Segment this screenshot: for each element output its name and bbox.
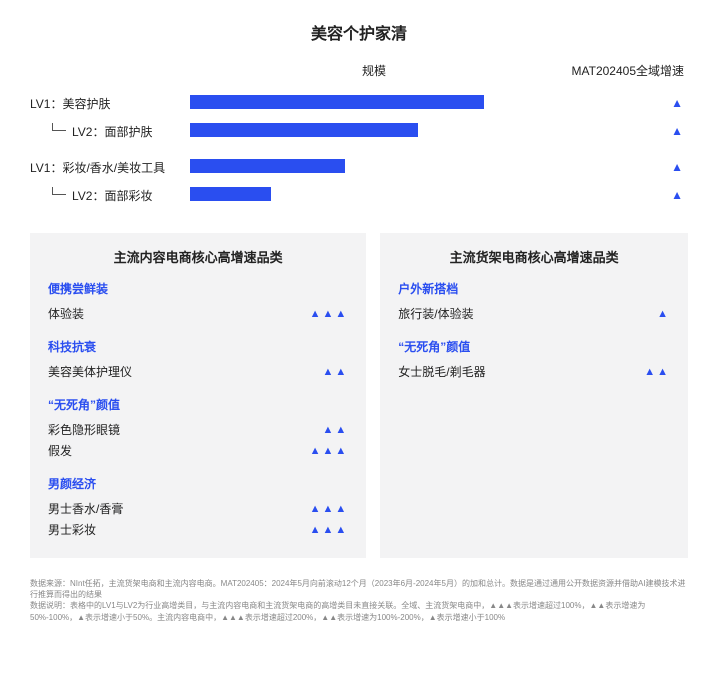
chart-row-label-text: LV1：彩妆/香水/美妆工具 (30, 159, 165, 176)
category-group-title: “无死角”颜值 (398, 338, 670, 355)
category-group: “无死角”颜值女士脱毛/剃毛器 ▲▲ (398, 338, 670, 382)
panel-right-title: 主流货架电商核心高增速品类 (398, 247, 670, 266)
chart-row: LV1：彩妆/香水/美妆工具 ▲ (30, 153, 688, 181)
growth-triangles-icon: ▲▲▲ (310, 524, 349, 536)
tree-connector-icon (52, 123, 66, 132)
category-group: 科技抗衰美容美体护理仪 ▲▲ (48, 338, 348, 382)
chart-row-bar (190, 123, 418, 137)
panel-right: 主流货架电商核心高增速品类 户外新搭档旅行装/体验装▲“无死角”颜值女士脱毛/剃… (380, 233, 688, 558)
chart-rows: LV1：美容护肤▲LV2：面部护肤▲LV1：彩妆/香水/美妆工具▲LV2：面部彩… (30, 89, 688, 209)
footnote-line: 数据来源：NInt任拓，主流货架电商和主流内容电商。MAT202405：2024… (30, 578, 688, 600)
category-item: 美容美体护理仪 ▲▲ (48, 361, 348, 382)
category-item: 男士彩妆 ▲▲▲ (48, 519, 348, 540)
chart-row-label: LV1：彩妆/香水/美妆工具 (30, 159, 190, 176)
growth-triangles-icon: ▲▲▲ (310, 445, 349, 457)
category-group-title: 男颜经济 (48, 475, 348, 492)
category-item: 体验装 ▲▲▲ (48, 303, 348, 324)
category-group-title: 户外新搭档 (398, 280, 670, 297)
chart-row-label: LV2：面部护肤 (30, 123, 190, 140)
category-item: 女士脱毛/剃毛器 ▲▲ (398, 361, 670, 382)
category-item-name: 体验装 (48, 305, 84, 322)
chart-row-label-text: LV1：美容护肤 (30, 95, 110, 112)
chart-row-bar-wrap (190, 123, 558, 139)
category-item-name: 彩色隐形眼镜 (48, 421, 120, 438)
chart-row-label-text: LV2：面部护肤 (72, 123, 152, 140)
chart-row: LV2：面部彩妆 ▲ (30, 181, 688, 209)
category-item-name: 女士脱毛/剃毛器 (398, 363, 485, 380)
chart-header-label-col (30, 62, 190, 79)
category-item: 假发 ▲▲▲ (48, 440, 348, 461)
panel-left: 主流内容电商核心高增速品类 便携尝鲜装体验装 ▲▲▲ 科技抗衰美容美体护理仪 ▲▲ “无… (30, 233, 366, 558)
chart-row-growth: ▲ (558, 124, 688, 138)
chart-row-growth: ▲ (558, 96, 688, 110)
growth-triangles-icon: ▲▲ (323, 424, 349, 436)
scale-chart: 规模 MAT202405全域增速 LV1：美容护肤▲LV2：面部护肤▲LV1：彩… (30, 62, 688, 209)
chart-row: LV2：面部护肤 ▲ (30, 117, 688, 145)
chart-row: LV1：美容护肤 ▲ (30, 89, 688, 117)
category-item: 男士香水/香膏 ▲▲▲ (48, 498, 348, 519)
growth-triangles-icon: ▲▲ (644, 366, 670, 378)
chart-row-label-text: LV2：面部彩妆 (72, 187, 152, 204)
growth-triangles-icon: ▲▲▲ (310, 503, 349, 515)
category-item-name: 男士彩妆 (48, 521, 96, 538)
footnotes: 数据来源：NInt任拓，主流货架电商和主流内容电商。MAT202405：2024… (30, 578, 688, 623)
tree-connector-icon (52, 187, 66, 196)
chart-header-scale: 规模 (190, 62, 558, 79)
category-item: 旅行装/体验装 ▲ (398, 303, 670, 324)
footnote-line: 数据说明：表格中的LV1与LV2为行业高增类目，与主流内容电商和主流货架电商的高… (30, 600, 688, 622)
chart-row-growth: ▲ (558, 160, 688, 174)
panels: 主流内容电商核心高增速品类 便携尝鲜装体验装▲▲▲科技抗衰美容美体护理仪▲▲“无… (30, 233, 688, 558)
chart-row-growth: ▲ (558, 188, 688, 202)
growth-triangles-icon: ▲▲ (323, 366, 349, 378)
category-group: 男颜经济男士香水/香膏 ▲▲▲ 男士彩妆 ▲▲▲ (48, 475, 348, 540)
chart-row-bar-wrap (190, 95, 558, 111)
chart-row-label: LV2：面部彩妆 (30, 187, 190, 204)
category-item-name: 美容美体护理仪 (48, 363, 132, 380)
growth-triangles-icon: ▲ (657, 308, 670, 320)
category-group-title: 科技抗衰 (48, 338, 348, 355)
panel-left-title: 主流内容电商核心高增速品类 (48, 247, 348, 266)
category-group-title: “无死角”颜值 (48, 396, 348, 413)
category-group: 便携尝鲜装体验装 ▲▲▲ (48, 280, 348, 324)
chart-header-growth: MAT202405全域增速 (558, 62, 688, 79)
chart-row-bar (190, 187, 271, 201)
category-group: “无死角”颜值彩色隐形眼镜 ▲▲ 假发 ▲▲▲ (48, 396, 348, 461)
category-group: 户外新搭档旅行装/体验装 ▲ (398, 280, 670, 324)
chart-row-bar (190, 95, 484, 109)
panel-right-groups: 户外新搭档旅行装/体验装 ▲ “无死角”颜值女士脱毛/剃毛器 ▲▲ (398, 280, 670, 382)
chart-row-bar-wrap (190, 159, 558, 175)
growth-triangles-icon: ▲▲▲ (310, 308, 349, 320)
category-item-name: 假发 (48, 442, 72, 459)
category-item-name: 男士香水/香膏 (48, 500, 123, 517)
page-title: 美容个护家清 (30, 20, 688, 44)
chart-row-bar-wrap (190, 187, 558, 203)
chart-row-label: LV1：美容护肤 (30, 95, 190, 112)
panel-left-groups: 便携尝鲜装体验装 ▲▲▲ 科技抗衰美容美体护理仪 ▲▲ “无死角”颜值彩色隐形眼镜 ▲▲ 假… (48, 280, 348, 540)
category-group-title: 便携尝鲜装 (48, 280, 348, 297)
chart-row-bar (190, 159, 345, 173)
category-item: 彩色隐形眼镜 ▲▲ (48, 419, 348, 440)
category-item-name: 旅行装/体验装 (398, 305, 473, 322)
